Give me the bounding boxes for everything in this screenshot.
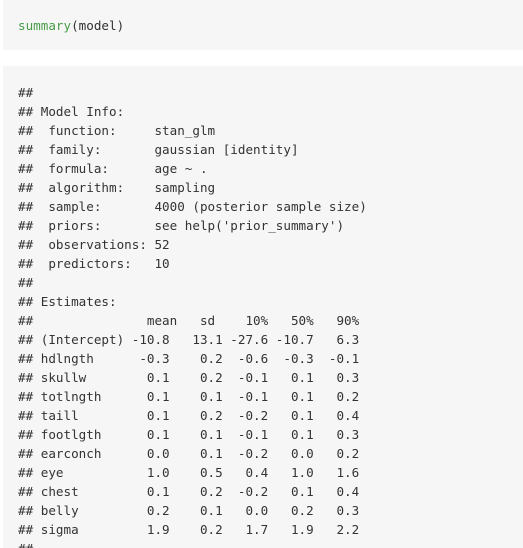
output-line: ## sample: 4000 (posterior sample size) <box>18 199 367 214</box>
code-input-line: summary(model) <box>18 17 124 35</box>
code-input-block: summary(model) <box>3 0 523 50</box>
output-line: ## observations: 52 <box>18 237 170 252</box>
output-line: ## predictors: 10 <box>18 256 170 271</box>
output-line: ## <box>18 85 34 100</box>
code-output-block: ## ## Model Info: ## function: stan_glm ## … <box>3 66 523 548</box>
output-line: ## hdlngth -0.3 0.2 -0.6 -0.3 -0.1 <box>18 351 360 366</box>
output-line: ## mean sd 10% 50% 90% <box>18 313 360 328</box>
output-line: ## (Intercept) -10.8 13.1 -27.6 -10.7 6.… <box>18 332 360 347</box>
output-line: ## Model Info: <box>18 104 125 119</box>
output-line: ## <box>18 275 34 290</box>
function-name: summary <box>18 18 72 33</box>
output-line: ## chest 0.1 0.2 -0.2 0.1 0.4 <box>18 484 360 499</box>
output-line: ## earconch 0.0 0.1 -0.2 0.0 0.2 <box>18 446 360 461</box>
output-line: ## skullw 0.1 0.2 -0.1 0.1 0.3 <box>18 370 360 385</box>
output-lines: ## ## Model Info: ## function: stan_glm ## … <box>18 83 367 548</box>
output-line: ## sigma 1.9 0.2 1.7 1.9 2.2 <box>18 522 360 537</box>
output-line: ## priors: see help('prior_summary') <box>18 218 345 233</box>
close-paren: ) <box>116 18 125 33</box>
open-paren: ( <box>71 18 79 33</box>
output-line: ## belly 0.2 0.1 0.0 0.2 0.3 <box>18 503 360 518</box>
output-line: ## taill 0.1 0.2 -0.2 0.1 0.4 <box>18 408 360 423</box>
output-line: ## formula: age ~ . <box>18 161 208 176</box>
function-argument: model <box>78 18 117 33</box>
output-line: ## algorithm: sampling <box>18 180 216 195</box>
output-line: ## eye 1.0 0.5 0.4 1.0 1.6 <box>18 465 360 480</box>
output-line: ## <box>18 539 367 548</box>
output-line: ## family: gaussian [identity] <box>18 142 299 157</box>
output-line: ## function: stan_glm <box>18 123 216 138</box>
output-line: ## footlgth 0.1 0.1 -0.1 0.1 0.3 <box>18 427 360 442</box>
output-line: ## Estimates: <box>18 294 117 309</box>
output-line: ## totlngth 0.1 0.1 -0.1 0.1 0.2 <box>18 389 360 404</box>
